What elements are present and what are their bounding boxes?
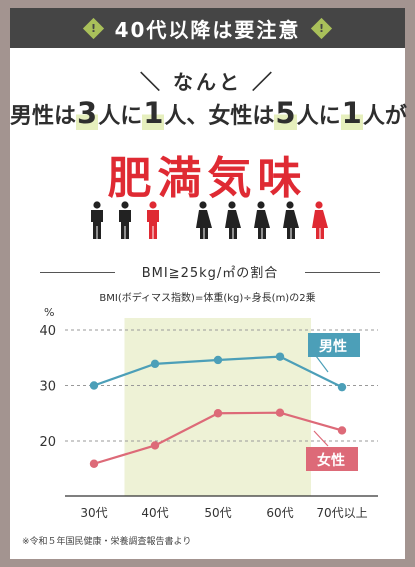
statistic-sentence: 男性は3人に1人、女性は5人に1人が [10, 96, 407, 130]
kicker-text: ＼ なんと ／ [140, 70, 275, 94]
data-point [89, 459, 99, 468]
source-note: ※令和５年国民健康・栄養調査報告書より [22, 537, 192, 547]
banner-title: 40代以降は要注意 [114, 17, 301, 42]
title-rule-right [305, 272, 380, 273]
data-point [337, 426, 347, 435]
data-point [150, 359, 160, 369]
y-axis-unit: % [44, 306, 54, 319]
x-tick-label: 60代 [266, 506, 293, 520]
title-rule-left [40, 272, 115, 273]
data-point [213, 355, 223, 365]
highlight-band [124, 318, 311, 496]
y-tick-label: 30 [39, 380, 56, 395]
y-tick-label: 40 [39, 324, 56, 339]
data-point [275, 408, 285, 417]
chart-title: BMI≧25kg/㎡の割合 [141, 266, 279, 281]
data-point [213, 409, 223, 418]
chart-title-block: BMI≧25kg/㎡の割合 [40, 262, 380, 282]
x-tick-label: 50代 [204, 506, 231, 520]
series-label-box [306, 447, 358, 471]
series-label-box [308, 333, 360, 357]
headline-obesity: 肥満気味 [107, 153, 308, 204]
series-label: 女性 [317, 452, 345, 469]
y-tick-label: 20 [39, 435, 56, 450]
series-label: 男性 [319, 338, 347, 355]
data-point [89, 381, 99, 390]
data-point [337, 382, 347, 392]
x-tick-label: 40代 [141, 506, 168, 520]
x-tick-label: 70代以上 [316, 506, 367, 520]
callout-line [315, 355, 329, 373]
data-point [150, 441, 160, 450]
chart-subtitle: BMI(ボディマス指数)=体重(kg)÷身長(m)の2乗 [99, 293, 316, 304]
callout-line [313, 430, 329, 447]
x-tick-label: 30代 [80, 506, 107, 520]
warning-banner: ! 40代以降は要注意 ! [10, 8, 405, 48]
data-point [275, 352, 285, 361]
